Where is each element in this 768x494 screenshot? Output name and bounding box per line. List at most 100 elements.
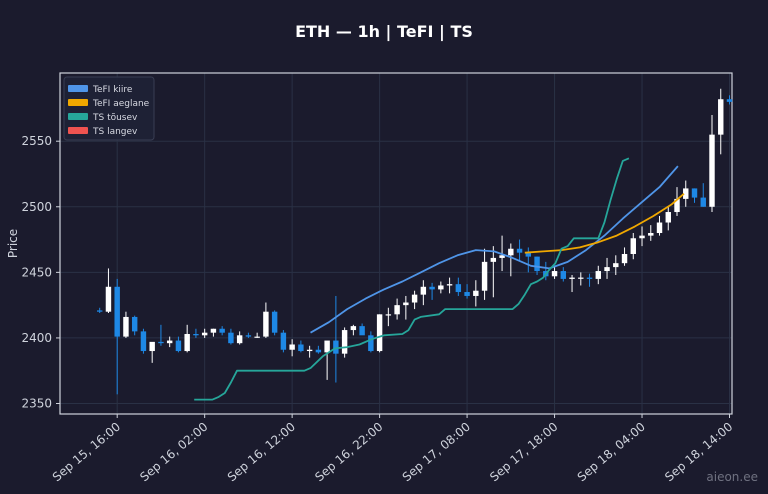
candle (368, 331, 374, 353)
candle-body (525, 252, 532, 257)
candle (280, 330, 287, 353)
candle-body (280, 332, 287, 350)
candle (149, 341, 155, 363)
candle (569, 274, 575, 293)
candle-body (508, 248, 514, 256)
x-tick-label: Sep 18, 04:00 (575, 420, 648, 485)
candle-body (219, 328, 225, 333)
candle-body (718, 99, 724, 135)
candle (420, 280, 427, 306)
x-tick-label: Sep 17, 18:00 (487, 420, 560, 485)
candle (411, 290, 418, 310)
candle (718, 88, 724, 155)
candle-body (175, 340, 182, 352)
candle-body (464, 292, 470, 296)
candle-body (648, 233, 654, 236)
candle (105, 268, 112, 314)
candle (201, 328, 208, 338)
candle-body (674, 198, 680, 213)
candle (324, 340, 330, 380)
x-tick-label: Sep 16, 02:00 (137, 420, 210, 485)
candle (385, 307, 392, 327)
grid (60, 73, 732, 414)
candle-body (691, 188, 698, 198)
plot-frame (59, 72, 733, 415)
candle-body (166, 340, 173, 344)
candle-body (254, 336, 260, 338)
candle-body (499, 255, 505, 258)
candle (604, 257, 610, 279)
legend-swatch (68, 113, 88, 120)
candle-body (193, 333, 199, 336)
y-tick-label: 2400 (21, 331, 52, 345)
legend-label: TS tõusev (92, 113, 138, 123)
y-tick-label: 2350 (21, 397, 52, 411)
candle-body (184, 333, 190, 352)
candle (306, 345, 313, 358)
candle (359, 323, 365, 336)
candle-body (105, 286, 112, 312)
legend-label: TeFI aeglane (92, 99, 150, 109)
candle (333, 295, 339, 383)
candle-body (140, 331, 147, 352)
candle-body (656, 222, 663, 234)
candle (123, 311, 129, 338)
series-line-3 (194, 157, 630, 401)
candle-body (289, 344, 295, 350)
candle (613, 255, 619, 275)
candle-body (613, 263, 619, 268)
candle-body (700, 197, 706, 207)
candle-body (333, 340, 339, 354)
candle-body (271, 311, 278, 333)
candle-body (578, 277, 584, 279)
candle (166, 336, 173, 348)
legend-swatch (68, 99, 88, 106)
candle (245, 332, 252, 338)
candle (394, 298, 400, 320)
candle (595, 265, 601, 285)
candle (481, 248, 488, 300)
candle-body (490, 257, 497, 262)
candle-body (236, 335, 243, 344)
candle (648, 225, 654, 241)
candle-body (394, 305, 400, 315)
candle (621, 247, 628, 266)
candle (376, 314, 383, 353)
candle (656, 215, 663, 236)
candle (341, 327, 348, 358)
candle-body (516, 248, 523, 253)
candle (683, 180, 689, 207)
legend-label: TeFI kiire (92, 85, 133, 95)
candle (228, 328, 234, 345)
candle (219, 326, 225, 336)
candle-body (665, 212, 671, 223)
y-tick-label: 2450 (21, 265, 52, 279)
candle (236, 331, 243, 345)
candle-body (245, 335, 252, 337)
candle (350, 324, 357, 336)
chart-title: ETH — 1h | TeFI | TS (295, 22, 473, 41)
candle (263, 302, 269, 338)
candle (516, 239, 523, 261)
x-tick-label: Sep 16, 12:00 (225, 420, 298, 485)
candle-body (473, 290, 479, 296)
candle-body (201, 332, 208, 336)
candle (455, 277, 462, 296)
candle-body (455, 284, 462, 293)
candle (193, 328, 199, 338)
candle-body (429, 286, 435, 290)
candle (691, 188, 698, 203)
candle-body (315, 349, 322, 353)
legend-swatch (68, 85, 88, 92)
candle (254, 332, 260, 338)
candle (630, 233, 636, 260)
x-tick-label: Sep 17, 08:00 (400, 420, 473, 485)
candle-body (210, 328, 217, 333)
candle (551, 265, 558, 279)
candle-body (411, 294, 418, 303)
candle-body (263, 311, 269, 337)
candle (586, 273, 593, 287)
candle-body (604, 267, 610, 272)
candle (446, 277, 453, 294)
